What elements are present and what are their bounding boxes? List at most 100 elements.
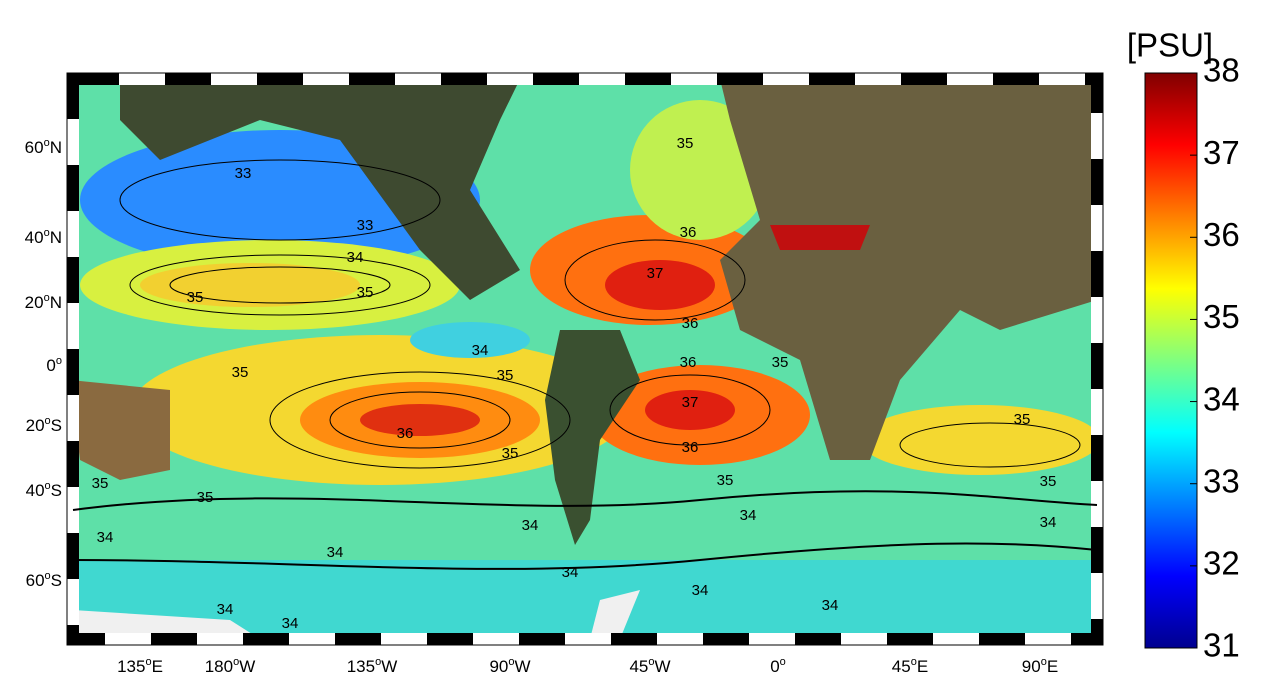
contour-label: 36 [680, 354, 697, 371]
colorbar-tick-label: 36 [1203, 216, 1240, 253]
y-axis-label: 20oS [26, 415, 62, 435]
contour-line [169, 266, 391, 304]
label-hemisphere: N [50, 293, 62, 312]
contour-label: 35 [497, 367, 514, 384]
degree-mark: o [1041, 656, 1047, 668]
contour-label: 33 [235, 165, 252, 182]
contour-line [609, 374, 771, 446]
contour-label: 36 [397, 425, 414, 442]
contour-label: 35 [772, 354, 789, 371]
contour-label: 34 [472, 342, 489, 359]
label-hemisphere: S [51, 416, 62, 435]
contour-label: 35 [357, 284, 374, 301]
colorbar-tick-label: 38 [1203, 52, 1240, 89]
contour-line [119, 159, 441, 241]
degree-mark: o [44, 227, 50, 239]
degree-mark: o [45, 570, 51, 582]
x-axis-label: 90oW [489, 656, 530, 676]
label-number: 90 [1022, 657, 1041, 676]
contour-line [329, 391, 511, 449]
degree-mark: o [780, 656, 786, 668]
contour-label: 34 [562, 564, 579, 581]
label-number: 20 [26, 416, 45, 435]
degree-mark: o [44, 292, 50, 304]
contour-label: 36 [680, 224, 697, 241]
contour-label: 35 [92, 475, 109, 492]
y-axis-label: 0o [46, 355, 62, 375]
label-number: 60 [26, 571, 45, 590]
colorbar [1144, 72, 1198, 649]
label-number: 0 [770, 657, 779, 676]
label-hemisphere: E [917, 657, 928, 676]
x-axis-label: 180oW [205, 656, 256, 676]
label-number: 90 [489, 657, 508, 676]
colorbar-tick-label: 34 [1203, 380, 1240, 417]
contour-label: 34 [1040, 514, 1057, 531]
contour-label: 36 [682, 439, 699, 456]
x-axis-label: 0o [770, 656, 786, 676]
colorbar-tick-label: 32 [1203, 545, 1240, 582]
x-axis-label: 135oW [347, 656, 398, 676]
y-axis-label: 40oN [25, 227, 62, 247]
contour-line [72, 542, 1098, 570]
contour-label: 33 [357, 217, 374, 234]
contour-label: 34 [282, 615, 299, 632]
contour-label: 35 [717, 472, 734, 489]
degree-mark: o [56, 355, 62, 367]
colorbar-tick-label: 35 [1203, 298, 1240, 335]
label-hemisphere: N [50, 138, 62, 157]
degree-mark: o [233, 656, 239, 668]
label-hemisphere: S [51, 571, 62, 590]
contour-label: 35 [197, 489, 214, 506]
label-number: 20 [25, 293, 44, 312]
label-hemisphere: E [1047, 657, 1058, 676]
contour-line [564, 239, 746, 321]
label-hemisphere: N [50, 228, 62, 247]
x-axis-label: 90oE [1022, 656, 1058, 676]
contour-label: 34 [692, 582, 709, 599]
contour-label: 34 [347, 249, 364, 266]
frame-ticks [67, 73, 1103, 645]
contour-label: 35 [677, 135, 694, 152]
contour-label: 35 [502, 445, 519, 462]
label-number: 180 [205, 657, 233, 676]
label-number: 45 [629, 657, 648, 676]
contour-label: 34 [740, 507, 757, 524]
degree-mark: o [508, 656, 514, 668]
x-axis-label: 135oE [117, 656, 163, 676]
degree-mark: o [44, 137, 50, 149]
label-number: 60 [25, 138, 44, 157]
contour-label: 34 [822, 597, 839, 614]
contours [72, 159, 1098, 570]
contour-label: 34 [522, 517, 539, 534]
contour-label: 35 [1014, 411, 1031, 428]
label-hemisphere: E [152, 657, 163, 676]
label-number: 40 [25, 228, 44, 247]
contour-line [899, 422, 1081, 468]
colorbar-tick-label: 31 [1203, 627, 1240, 664]
contour-label: 35 [232, 364, 249, 381]
y-axis-label: 60oS [26, 570, 62, 590]
degree-mark: o [45, 415, 51, 427]
contour-label: 34 [217, 601, 234, 618]
contour-label: 37 [647, 265, 664, 282]
map-body [73, 79, 1097, 639]
label-number: 0 [46, 356, 55, 375]
contour-label: 35 [1040, 473, 1057, 490]
x-axis-label: 45oE [892, 656, 928, 676]
label-number: 135 [117, 657, 145, 676]
colorbar-title: [PSU] [1127, 27, 1213, 64]
contour-line [72, 490, 1098, 511]
label-hemisphere: W [381, 657, 397, 676]
label-number: 135 [347, 657, 375, 676]
degree-mark: o [375, 656, 381, 668]
label-number: 40 [26, 481, 45, 500]
colorbar-tick-label: 37 [1203, 134, 1240, 171]
label-hemisphere: S [51, 481, 62, 500]
label-hemisphere: W [515, 657, 531, 676]
degree-mark: o [145, 656, 151, 668]
label-number: 45 [892, 657, 911, 676]
contour-line [129, 254, 431, 316]
y-axis-label: 20oN [25, 292, 62, 312]
